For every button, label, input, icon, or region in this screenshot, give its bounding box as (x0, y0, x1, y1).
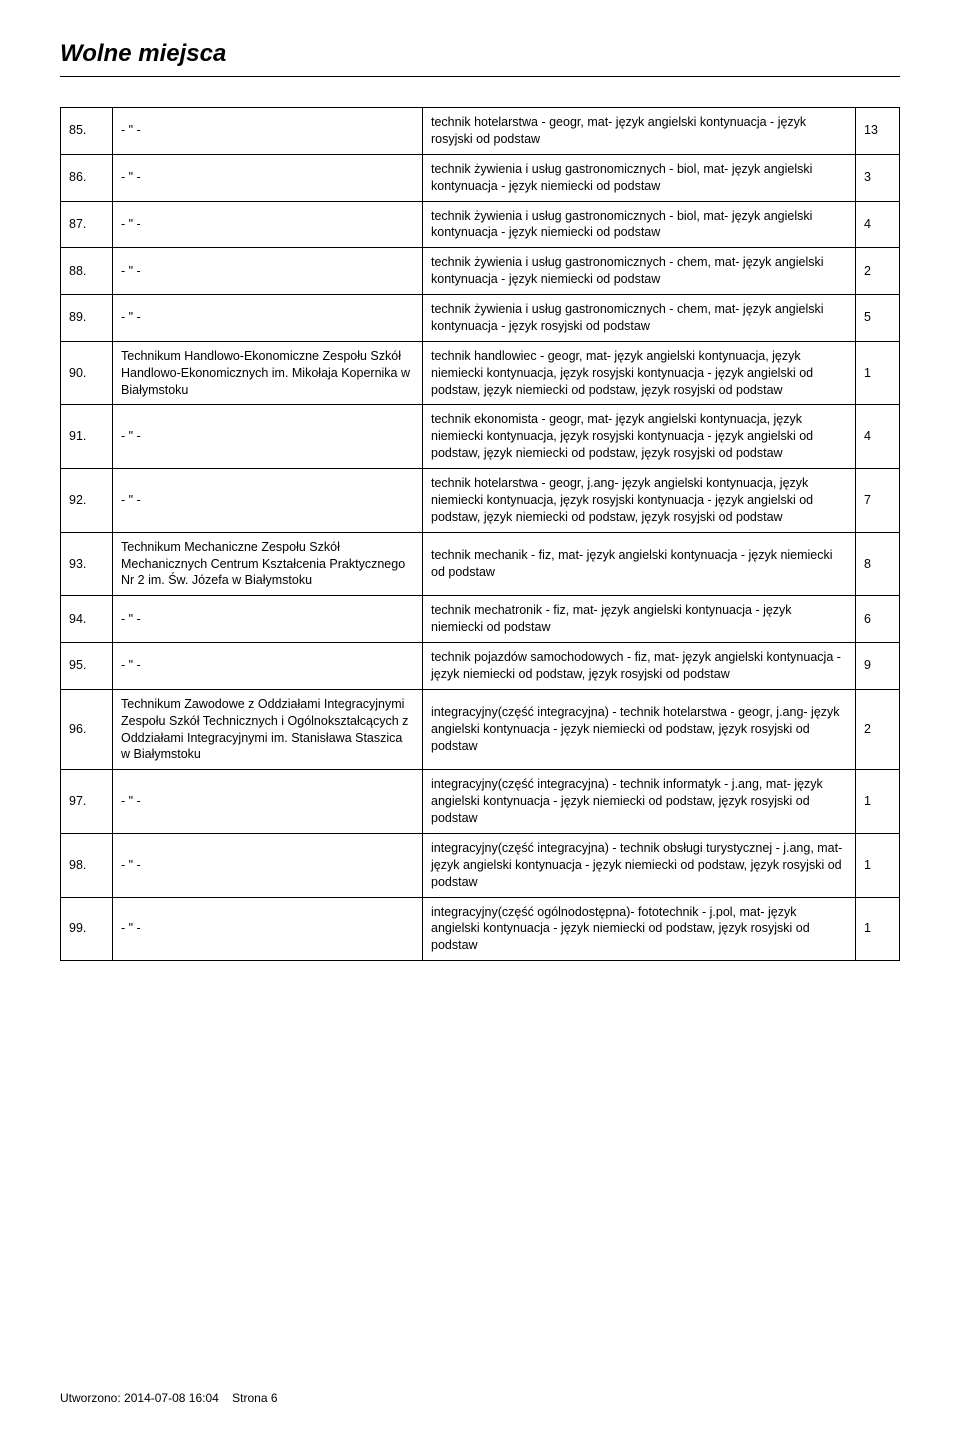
profile-description: technik pojazdów samochodowych - fiz, ma… (423, 643, 856, 690)
row-number: 90. (61, 341, 113, 405)
profile-description: technik mechanik - fiz, mat- język angie… (423, 532, 856, 596)
row-number: 95. (61, 643, 113, 690)
row-number: 89. (61, 295, 113, 342)
profile-description: technik żywienia i usług gastronomicznyc… (423, 295, 856, 342)
vacancy-count: 1 (856, 770, 900, 834)
school-name: - " - (113, 469, 423, 533)
vacancy-count: 4 (856, 201, 900, 248)
vacancy-count: 2 (856, 248, 900, 295)
row-number: 86. (61, 154, 113, 201)
profile-description: technik żywienia i usług gastronomicznyc… (423, 201, 856, 248)
table-row: 87.- " -technik żywienia i usług gastron… (61, 201, 900, 248)
footer-page-number: 6 (271, 1391, 278, 1405)
vacancy-count: 1 (856, 897, 900, 961)
profile-description: technik żywienia i usług gastronomicznyc… (423, 248, 856, 295)
row-number: 92. (61, 469, 113, 533)
school-name: - " - (113, 770, 423, 834)
footer-created-label: Utworzono: (60, 1391, 121, 1405)
vacancy-count: 13 (856, 108, 900, 155)
profile-description: integracyjny(część integracyjna) - techn… (423, 770, 856, 834)
profile-description: technik ekonomista - geogr, mat- język a… (423, 405, 856, 469)
vacancy-count: 5 (856, 295, 900, 342)
row-number: 96. (61, 689, 113, 770)
row-number: 88. (61, 248, 113, 295)
table-row: 93.Technikum Mechaniczne Zespołu Szkół M… (61, 532, 900, 596)
school-name: - " - (113, 596, 423, 643)
profile-description: technik handlowiec - geogr, mat- język a… (423, 341, 856, 405)
vacancy-count: 4 (856, 405, 900, 469)
row-number: 98. (61, 833, 113, 897)
table-row: 97.- " -integracyjny(część integracyjna)… (61, 770, 900, 834)
row-number: 87. (61, 201, 113, 248)
vacancy-count: 1 (856, 341, 900, 405)
row-number: 91. (61, 405, 113, 469)
vacancy-count: 1 (856, 833, 900, 897)
row-number: 94. (61, 596, 113, 643)
table-row: 90.Technikum Handlowo-Ekonomiczne Zespoł… (61, 341, 900, 405)
table-row: 96.Technikum Zawodowe z Oddziałami Integ… (61, 689, 900, 770)
table-row: 94.- " -technik mechatronik - fiz, mat- … (61, 596, 900, 643)
school-name: - " - (113, 295, 423, 342)
footer: Utworzono: 2014-07-08 16:04 Strona 6 (60, 1391, 278, 1405)
vacancy-count: 9 (856, 643, 900, 690)
school-name: - " - (113, 405, 423, 469)
row-number: 99. (61, 897, 113, 961)
profile-description: technik hotelarstwa - geogr, j.ang- języ… (423, 469, 856, 533)
school-name: Technikum Handlowo-Ekonomiczne Zespołu S… (113, 341, 423, 405)
school-name: - " - (113, 154, 423, 201)
vacancy-count: 2 (856, 689, 900, 770)
profile-description: technik mechatronik - fiz, mat- język an… (423, 596, 856, 643)
table-row: 85.- " -technik hotelarstwa - geogr, mat… (61, 108, 900, 155)
table-row: 95.- " -technik pojazdów samochodowych -… (61, 643, 900, 690)
vacancy-count: 3 (856, 154, 900, 201)
footer-page-label: Strona (232, 1391, 267, 1405)
vacancy-count: 8 (856, 532, 900, 596)
school-name: - " - (113, 833, 423, 897)
vacancy-count: 6 (856, 596, 900, 643)
school-name: - " - (113, 201, 423, 248)
school-name: - " - (113, 643, 423, 690)
profile-description: integracyjny(część ogólnodostępna)- foto… (423, 897, 856, 961)
table-row: 89.- " -technik żywienia i usług gastron… (61, 295, 900, 342)
school-name: Technikum Zawodowe z Oddziałami Integrac… (113, 689, 423, 770)
page-title: Wolne miejsca (60, 40, 900, 68)
profile-description: technik żywienia i usług gastronomicznyc… (423, 154, 856, 201)
profile-description: technik hotelarstwa - geogr, mat- język … (423, 108, 856, 155)
table-row: 91.- " -technik ekonomista - geogr, mat-… (61, 405, 900, 469)
profile-description: integracyjny(część integracyjna) - techn… (423, 689, 856, 770)
school-name: - " - (113, 248, 423, 295)
table-row: 99.- " -integracyjny(część ogólnodostępn… (61, 897, 900, 961)
table-row: 86.- " -technik żywienia i usług gastron… (61, 154, 900, 201)
table-row: 98.- " -integracyjny(część integracyjna)… (61, 833, 900, 897)
row-number: 97. (61, 770, 113, 834)
table-row: 88.- " -technik żywienia i usług gastron… (61, 248, 900, 295)
school-name: - " - (113, 108, 423, 155)
row-number: 85. (61, 108, 113, 155)
school-name: - " - (113, 897, 423, 961)
footer-timestamp: 2014-07-08 16:04 (124, 1391, 219, 1405)
table-row: 92.- " -technik hotelarstwa - geogr, j.a… (61, 469, 900, 533)
vacancies-table: 85.- " -technik hotelarstwa - geogr, mat… (60, 107, 900, 961)
page: Wolne miejsca 85.- " -technik hotelarstw… (0, 0, 960, 1429)
vacancy-count: 7 (856, 469, 900, 533)
row-number: 93. (61, 532, 113, 596)
profile-description: integracyjny(część integracyjna) - techn… (423, 833, 856, 897)
title-rule (60, 76, 900, 77)
school-name: Technikum Mechaniczne Zespołu Szkół Mech… (113, 532, 423, 596)
